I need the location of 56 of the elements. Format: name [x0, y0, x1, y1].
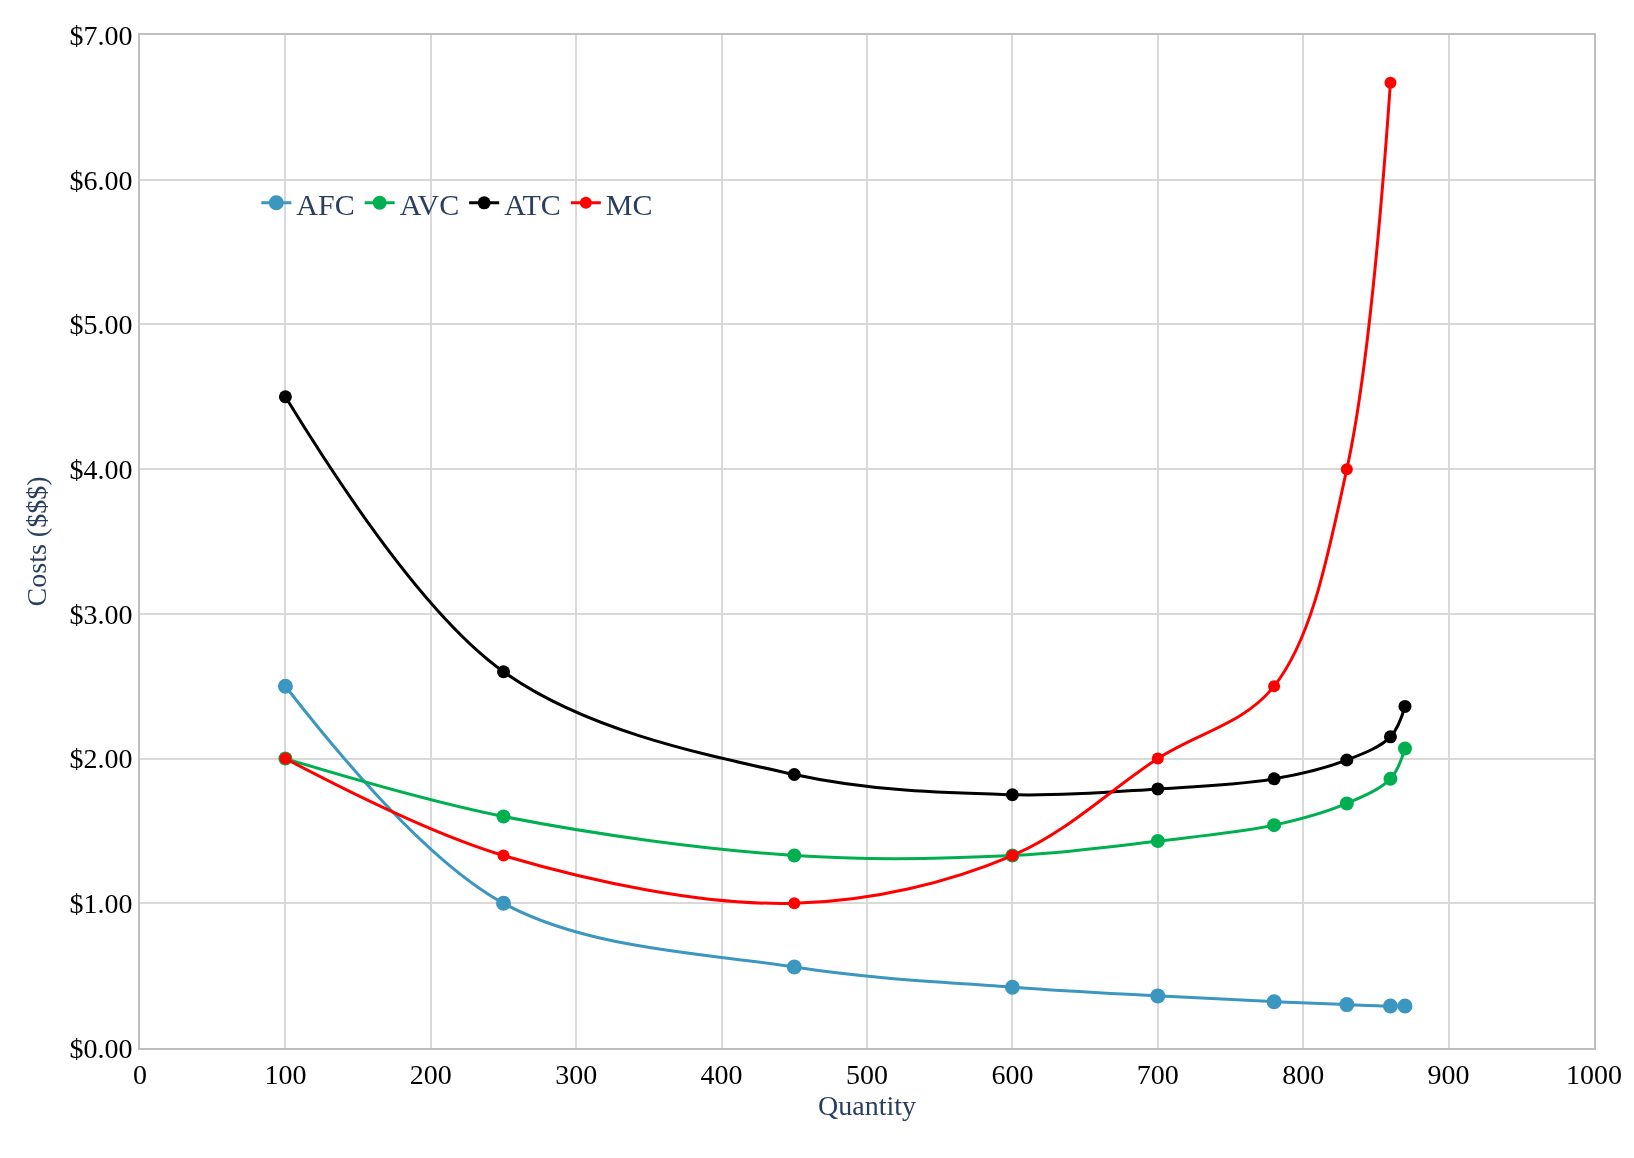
x-tick-label: 900 [1427, 1058, 1470, 1090]
point [1383, 730, 1397, 744]
x-tick-label: 700 [1136, 1058, 1179, 1090]
y-axis-title: Costs ($$$) [20, 476, 52, 607]
point [1266, 994, 1282, 1010]
point [1382, 998, 1398, 1014]
legend-label: AVC [399, 187, 460, 221]
x-tick-label: 1000 [1566, 1058, 1622, 1090]
point [1339, 796, 1354, 811]
point [497, 665, 510, 679]
point [497, 849, 510, 862]
y-tick-label: $5.00 [69, 309, 133, 341]
point [1398, 699, 1412, 713]
point [278, 390, 292, 404]
point [786, 959, 802, 975]
point [788, 897, 801, 910]
y-tick-label: $7.00 [69, 19, 133, 51]
point [1267, 818, 1282, 833]
point [1339, 997, 1355, 1013]
point [1340, 753, 1354, 767]
point [1340, 463, 1353, 476]
point [1383, 771, 1398, 786]
point [787, 767, 801, 781]
point [1151, 752, 1164, 765]
x-tick-label: 300 [555, 1058, 598, 1090]
x-tick-label: 800 [1282, 1058, 1325, 1090]
x-tick-label: 600 [991, 1058, 1034, 1090]
y-tick-label: $3.00 [69, 598, 133, 630]
point [1397, 998, 1413, 1014]
x-axis-title: Quantity [818, 1089, 916, 1121]
y-tick-label: $0.00 [69, 1032, 133, 1064]
x-tick-label: 500 [846, 1058, 888, 1090]
x-tick-label: 100 [264, 1058, 307, 1090]
y-tick-label: $6.00 [69, 164, 133, 196]
point [496, 895, 511, 911]
point [496, 809, 511, 824]
x-tick-label: 0 [133, 1058, 147, 1090]
legend-label: ATC [504, 187, 561, 221]
point [1151, 782, 1165, 796]
point [1397, 741, 1412, 756]
y-tick-label: $4.00 [69, 453, 133, 485]
point [1004, 979, 1020, 995]
y-tick-label: $2.00 [69, 743, 133, 775]
point [1384, 76, 1397, 89]
point [277, 678, 293, 694]
y-tick-label: $1.00 [69, 888, 133, 920]
legend-label: AFC [296, 187, 355, 221]
x-tick-label: 200 [409, 1058, 452, 1090]
legend-label: MC [605, 187, 653, 221]
x-tick-label: 400 [700, 1058, 743, 1090]
point [1267, 772, 1281, 786]
point [1005, 788, 1019, 802]
point [1268, 680, 1281, 693]
point [787, 848, 802, 863]
point [1150, 988, 1166, 1004]
point [1150, 834, 1165, 849]
